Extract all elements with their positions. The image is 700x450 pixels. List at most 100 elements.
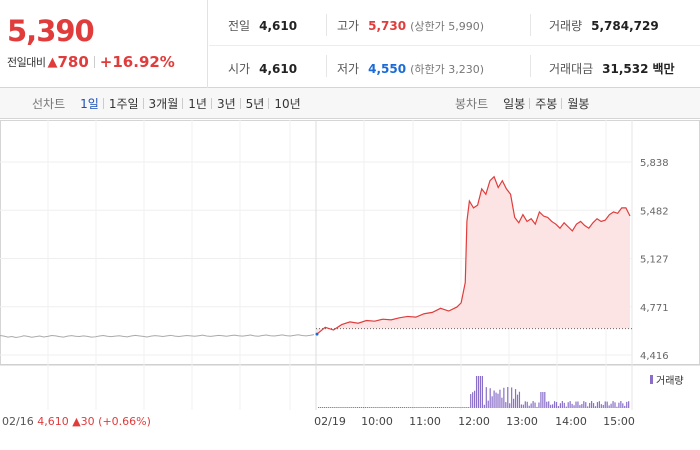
volume-bar xyxy=(401,407,404,408)
tab-1year[interactable]: 1년 xyxy=(182,95,212,112)
volume-bar xyxy=(559,403,561,408)
volume-bar xyxy=(563,402,565,408)
current-price: 5,390 xyxy=(7,14,95,48)
stat-label: 거래량 xyxy=(549,19,583,33)
volume-bar xyxy=(540,392,542,408)
volume-bar xyxy=(323,407,326,408)
volume-bar xyxy=(475,376,478,408)
volume-bar xyxy=(552,404,554,408)
y-tick-label: 4,416 xyxy=(640,351,669,362)
volume-bar xyxy=(454,407,456,408)
previous-day-date: 02/16 xyxy=(2,415,34,428)
volume-bar xyxy=(421,407,423,408)
open-point xyxy=(315,332,319,336)
volume-bar xyxy=(555,401,558,408)
y-tick-label: 5,838 xyxy=(640,158,669,169)
volume-bar xyxy=(435,407,437,408)
tab-1week[interactable]: 1주일 xyxy=(102,95,144,112)
volume-bar xyxy=(470,394,472,408)
stat-label: 시가 xyxy=(228,62,251,76)
volume-bar xyxy=(571,403,573,408)
y-tick-label: 5,482 xyxy=(640,206,669,217)
volume-bar xyxy=(370,407,372,408)
volume-bar xyxy=(503,387,505,408)
volume-bar xyxy=(472,392,474,408)
volume-bar xyxy=(403,407,405,408)
volume-bar xyxy=(520,404,522,408)
volume-bar xyxy=(608,405,610,408)
volume-bar xyxy=(624,405,626,408)
volume-bar xyxy=(489,388,491,408)
volume-bar xyxy=(446,407,448,408)
candle-chart-title: 봉차트 xyxy=(455,97,489,111)
volume-bar xyxy=(569,401,571,408)
stat-label: 거래대금 xyxy=(549,62,594,76)
volume-bar xyxy=(524,401,526,408)
volume-bar xyxy=(452,407,454,408)
x-tick-label: 10:00 xyxy=(361,415,393,428)
tab-monthly-candle[interactable]: 월봉 xyxy=(561,95,594,112)
x-tick-label: 12:00 xyxy=(458,415,490,428)
volume-bar xyxy=(407,407,409,408)
volume-bar xyxy=(321,407,324,408)
previous-day-close: 4,610 xyxy=(37,415,69,428)
volume-bar xyxy=(626,401,628,408)
quote-summary-panel: 5,390 전일대비 ▲ 780 +16.92% 전일 4,610 시가 4,6… xyxy=(0,0,700,88)
volume-bar xyxy=(433,407,435,408)
volume-bar xyxy=(396,407,398,408)
volume-bar xyxy=(436,407,439,408)
volume-bar xyxy=(511,387,513,408)
volume-bar xyxy=(614,402,616,408)
intraday-price-chart[interactable]: 5,838 5,482 5,127 4,771 4,416 02/19 10:00 11:00… xyxy=(0,120,700,450)
volume-bar xyxy=(425,407,427,408)
volume-bar xyxy=(526,401,528,408)
divider xyxy=(326,14,327,36)
stat-low: 저가 4,550 (하한가 3,230) xyxy=(337,60,484,77)
volume-bar xyxy=(594,406,597,408)
tab-5year[interactable]: 5년 xyxy=(239,95,270,112)
stat-value: 31,532 xyxy=(602,61,649,76)
volume-bar xyxy=(325,407,327,408)
volume-bar xyxy=(362,407,365,408)
volume-bar xyxy=(388,407,390,408)
volume-bar xyxy=(622,403,624,408)
volume-bar xyxy=(333,407,335,408)
volume-bar xyxy=(550,404,552,408)
tab-daily-candle[interactable]: 일봉 xyxy=(503,97,526,111)
volume-bar xyxy=(329,407,331,408)
volume-legend-label: 거래량 xyxy=(656,376,684,387)
volume-bar xyxy=(319,407,322,408)
volume-bar xyxy=(628,401,630,408)
volume-bar xyxy=(606,401,608,408)
volume-bar xyxy=(553,401,556,408)
volume-bar xyxy=(327,407,329,408)
divider xyxy=(326,55,327,77)
volume-bar xyxy=(565,406,567,408)
volume-bar xyxy=(384,407,386,408)
volume-bar xyxy=(546,401,548,408)
volume-bar xyxy=(372,407,374,408)
tab-weekly-candle[interactable]: 주봉 xyxy=(529,95,562,112)
volume-bar xyxy=(364,407,366,408)
volume-bar xyxy=(366,407,368,408)
volume-bar xyxy=(598,401,600,408)
y-tick-label: 5,127 xyxy=(640,255,669,266)
previous-day-summary: 02/16 4,610 ▲30 (+0.66%) xyxy=(2,415,151,428)
volume-bar xyxy=(357,407,359,408)
volume-bar xyxy=(413,407,415,408)
volume-bar xyxy=(458,407,460,408)
volume-bar xyxy=(612,401,614,408)
tab-10year[interactable]: 10년 xyxy=(268,95,305,112)
volume-bar xyxy=(591,401,593,408)
volume-bar xyxy=(335,407,337,408)
volume-bar xyxy=(419,407,421,408)
volume-bar xyxy=(399,407,402,408)
volume-bar xyxy=(382,407,384,408)
volume-bar xyxy=(483,404,485,408)
tab-3year[interactable]: 3년 xyxy=(210,95,241,112)
tab-3month[interactable]: 3개월 xyxy=(142,95,184,112)
price-change-row: 전일대비 ▲ 780 +16.92% xyxy=(7,53,175,71)
volume-bar xyxy=(579,405,581,408)
volume-bar xyxy=(380,407,382,408)
tab-1day[interactable]: 1일 xyxy=(80,97,99,111)
